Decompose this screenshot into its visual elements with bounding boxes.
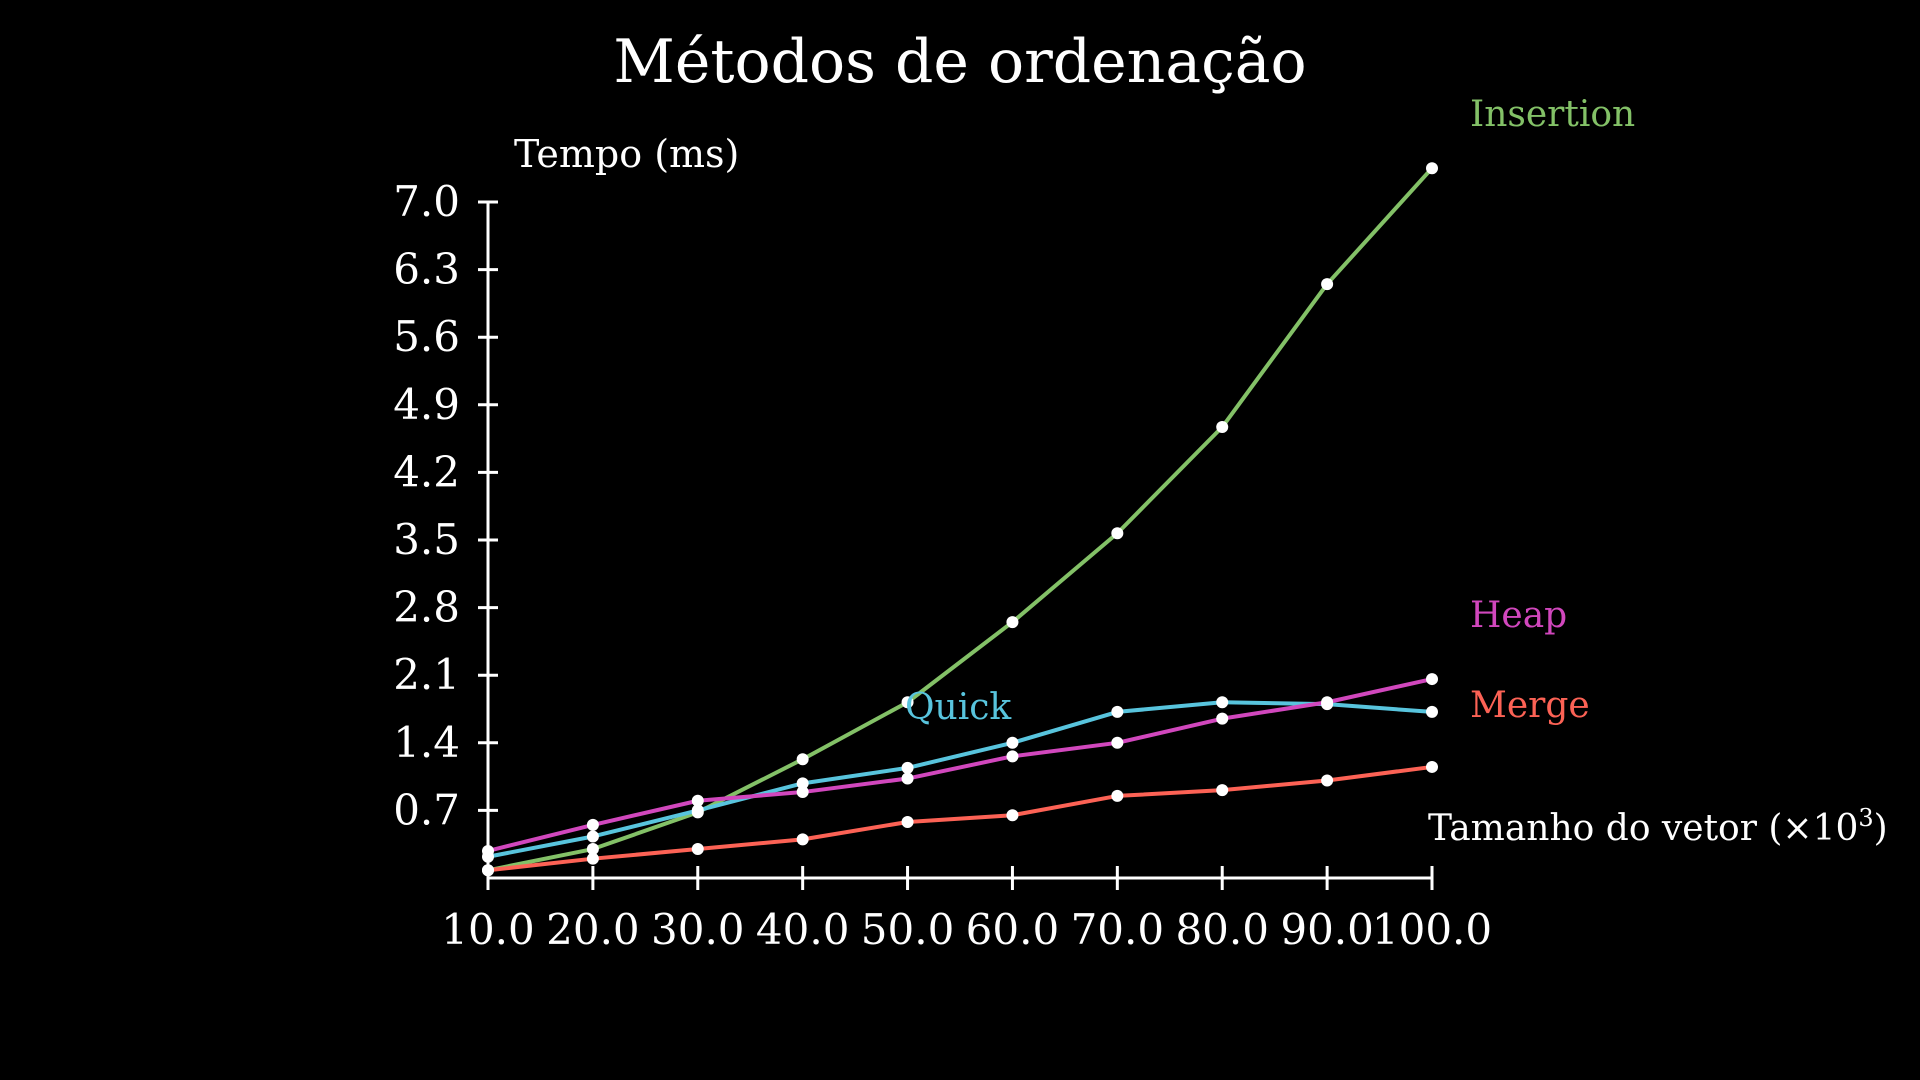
data-point-quick bbox=[1426, 705, 1438, 718]
x-tick-label: 90.0 bbox=[1280, 905, 1374, 954]
data-point-heap bbox=[586, 818, 599, 831]
series-line-merge bbox=[486, 764, 1434, 873]
x-axis-label: Tamanho do vetor (×103) bbox=[1428, 804, 1888, 849]
x-tick-label: 70.0 bbox=[1071, 905, 1165, 954]
x-tick-label: 30.0 bbox=[651, 905, 745, 954]
data-point-insertion bbox=[586, 843, 599, 856]
y-tick-label: 3.5 bbox=[393, 515, 460, 564]
data-point-merge bbox=[1006, 809, 1019, 822]
x-tick-label: 20.0 bbox=[546, 905, 640, 954]
series-labels: Insertion Quick Heap Merge bbox=[905, 94, 1635, 728]
x-tick-label: 50.0 bbox=[861, 905, 955, 954]
y-tick-label: 7.0 bbox=[393, 177, 460, 226]
data-point-quick bbox=[586, 830, 599, 843]
x-tick-label: 10.0 bbox=[441, 905, 535, 954]
x-tick-label: 60.0 bbox=[966, 905, 1060, 954]
series-line-heap bbox=[486, 677, 1434, 853]
data-point-quick bbox=[901, 761, 914, 774]
data-point-insertion bbox=[796, 753, 809, 766]
y-tick-label: 2.8 bbox=[393, 583, 460, 632]
y-axis-label: Tempo (ms) bbox=[514, 132, 739, 176]
y-tick-label: 2.1 bbox=[393, 650, 460, 699]
data-point-heap bbox=[482, 844, 494, 857]
data-point-heap bbox=[691, 794, 704, 807]
data-point-merge bbox=[1321, 774, 1334, 787]
data-point-quick bbox=[1006, 736, 1019, 749]
series-line-insertion bbox=[486, 166, 1434, 873]
data-point-heap bbox=[1006, 750, 1019, 763]
data-point-quick bbox=[691, 804, 704, 817]
data-point-merge bbox=[1111, 789, 1124, 802]
data-point-heap bbox=[1216, 712, 1229, 725]
y-tick-label: 5.6 bbox=[393, 312, 460, 361]
data-point-insertion bbox=[901, 696, 914, 709]
data-point-merge bbox=[1216, 784, 1229, 797]
y-tick-label: 4.2 bbox=[393, 447, 460, 496]
data-point-merge bbox=[796, 833, 809, 846]
y-tick-label: 0.7 bbox=[393, 785, 460, 834]
data-point-insertion bbox=[1216, 421, 1229, 434]
data-point-heap bbox=[1111, 736, 1124, 749]
y-tick-label: 1.4 bbox=[393, 718, 460, 767]
y-tick-label: 4.9 bbox=[393, 380, 460, 429]
data-point-merge bbox=[901, 815, 914, 828]
chart-title: Métodos de ordenação bbox=[613, 27, 1306, 97]
series-points bbox=[482, 162, 1438, 877]
data-point-quick bbox=[796, 777, 809, 790]
x-tick-label: 100.0 bbox=[1372, 905, 1492, 954]
series-label-insertion: Insertion bbox=[1470, 94, 1635, 135]
series-lines bbox=[486, 166, 1434, 873]
data-point-heap bbox=[1426, 673, 1438, 686]
data-point-merge bbox=[691, 843, 704, 856]
x-tick-label: 80.0 bbox=[1175, 905, 1269, 954]
data-point-quick bbox=[1111, 705, 1124, 718]
data-point-quick bbox=[1216, 696, 1229, 709]
data-point-merge bbox=[586, 852, 599, 865]
x-tick-label: 40.0 bbox=[756, 905, 850, 954]
data-point-insertion bbox=[1111, 527, 1124, 540]
series-label-quick: Quick bbox=[905, 687, 1012, 728]
series-label-merge: Merge bbox=[1470, 685, 1590, 726]
data-point-insertion bbox=[1426, 162, 1438, 175]
series-label-heap: Heap bbox=[1470, 595, 1567, 636]
data-point-merge bbox=[1426, 760, 1438, 773]
y-tick-label: 6.3 bbox=[393, 245, 460, 294]
data-point-heap bbox=[796, 786, 809, 799]
data-point-merge bbox=[482, 864, 494, 877]
data-point-heap bbox=[1321, 696, 1334, 709]
data-point-heap bbox=[901, 772, 914, 785]
series-line-quick bbox=[486, 700, 1434, 859]
axes: 0.7 1.4 2.1 2.8 3.5 4.2 4.9 5.6 6.3 7.0 10.0 20.0 30… bbox=[393, 177, 1492, 954]
data-point-insertion bbox=[1321, 278, 1334, 291]
data-point-insertion bbox=[1006, 616, 1019, 629]
